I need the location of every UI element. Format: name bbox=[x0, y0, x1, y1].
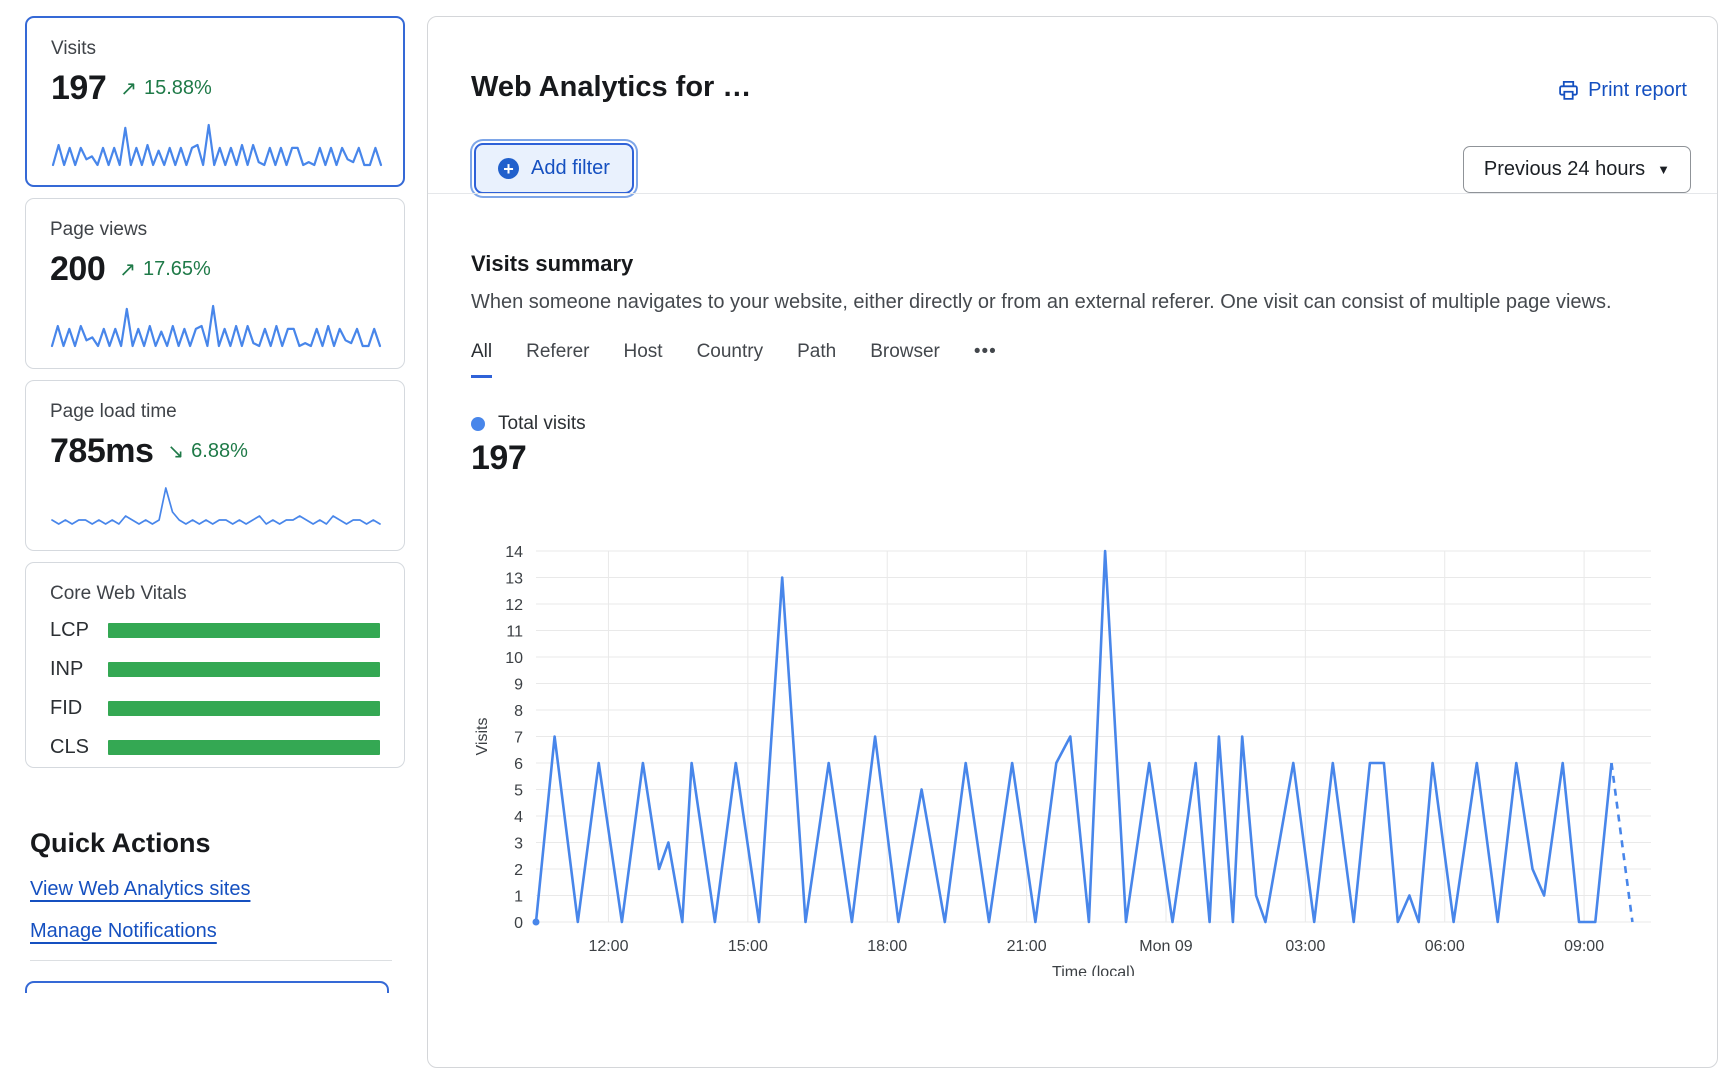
chevron-down-icon: ▼ bbox=[1657, 162, 1670, 177]
cwv-label: FID bbox=[50, 697, 83, 719]
svg-text:15:00: 15:00 bbox=[728, 938, 768, 955]
add-filter-button[interactable]: + Add filter bbox=[474, 143, 634, 194]
trend-up-icon: ↗ bbox=[120, 78, 137, 100]
page-load-sparkline bbox=[51, 487, 381, 525]
tab-country[interactable]: Country bbox=[696, 341, 764, 362]
cwv-good-bar bbox=[108, 662, 380, 677]
time-range-label: Previous 24 hours bbox=[1483, 158, 1646, 180]
page-title: Web Analytics for … bbox=[471, 71, 752, 103]
svg-text:13: 13 bbox=[505, 571, 523, 588]
tabs-overflow-menu[interactable]: ••• bbox=[973, 341, 997, 362]
cwv-label: INP bbox=[50, 658, 84, 680]
svg-text:06:00: 06:00 bbox=[1425, 938, 1465, 955]
svg-text:10: 10 bbox=[505, 650, 523, 667]
svg-text:14: 14 bbox=[505, 544, 523, 561]
trend-down-icon: ↘ bbox=[167, 441, 185, 463]
metric-value: 200 bbox=[50, 250, 106, 288]
cwv-good-bar bbox=[108, 701, 380, 716]
svg-text:Visits: Visits bbox=[474, 718, 491, 756]
svg-text:18:00: 18:00 bbox=[867, 938, 907, 955]
metric-delta-value: 15.88% bbox=[144, 77, 212, 99]
svg-text:09:00: 09:00 bbox=[1564, 938, 1604, 955]
cwv-good-bar bbox=[108, 740, 380, 755]
cwv-row-fid: FID bbox=[50, 697, 380, 720]
svg-text:03:00: 03:00 bbox=[1285, 938, 1325, 955]
quick-actions-title: Quick Actions bbox=[30, 828, 211, 858]
svg-text:8: 8 bbox=[514, 703, 523, 720]
cwv-row-cls: CLS bbox=[50, 736, 380, 759]
metric-label: Visits bbox=[51, 38, 97, 59]
visits-sparkline bbox=[51, 123, 383, 167]
next-card-top-edge bbox=[25, 981, 389, 993]
print-report-label: Print report bbox=[1588, 79, 1687, 101]
svg-text:11: 11 bbox=[506, 624, 523, 641]
svg-text:1: 1 bbox=[514, 889, 523, 906]
manage-notifications-link[interactable]: Manage Notifications bbox=[30, 920, 217, 942]
printer-icon bbox=[1559, 80, 1578, 100]
tab-all[interactable]: All bbox=[471, 341, 493, 378]
metric-delta-value: 6.88% bbox=[191, 440, 248, 462]
cwv-row-inp: INP bbox=[50, 658, 380, 681]
metric-delta: ↘ 6.88% bbox=[167, 439, 247, 464]
metric-card-visits[interactable]: Visits 197 ↗ 15.88% bbox=[25, 16, 405, 187]
quick-actions-section: Quick Actions View Web Analytics sites M… bbox=[30, 828, 405, 961]
add-filter-label: Add filter bbox=[531, 157, 610, 179]
total-visits-value: 197 bbox=[471, 439, 527, 477]
chart-legend: Total visits bbox=[471, 413, 586, 435]
time-range-dropdown[interactable]: Previous 24 hours ▼ bbox=[1462, 146, 1691, 193]
svg-text:12:00: 12:00 bbox=[588, 938, 628, 955]
svg-text:7: 7 bbox=[514, 730, 523, 747]
page-views-sparkline bbox=[50, 304, 382, 348]
tab-path[interactable]: Path bbox=[797, 341, 837, 362]
svg-text:3: 3 bbox=[514, 836, 523, 853]
visits-summary-description: When someone navigates to your website, … bbox=[471, 291, 1612, 313]
dimension-tabs: All Referer Host Country Path Browser ••… bbox=[471, 341, 997, 378]
print-report-button[interactable]: Print report bbox=[1558, 79, 1687, 102]
cwv-label: CLS bbox=[50, 736, 89, 758]
cwv-good-bar bbox=[108, 623, 380, 638]
metric-delta: ↗ 15.88% bbox=[120, 76, 212, 101]
metric-value: 197 bbox=[51, 69, 107, 107]
metric-card-page-load-time[interactable]: Page load time 785ms ↘ 6.88% bbox=[25, 380, 405, 551]
tab-host[interactable]: Host bbox=[623, 341, 663, 362]
metric-value: 785ms bbox=[50, 432, 154, 470]
cwv-label: LCP bbox=[50, 619, 89, 641]
svg-text:5: 5 bbox=[514, 783, 523, 800]
tab-referer[interactable]: Referer bbox=[526, 341, 590, 362]
legend-dot-icon bbox=[471, 417, 485, 431]
svg-text:4: 4 bbox=[514, 809, 523, 826]
svg-text:0: 0 bbox=[514, 915, 523, 932]
metric-card-page-views[interactable]: Page views 200 ↗ 17.65% bbox=[25, 198, 405, 369]
web-analytics-panel: Web Analytics for … Print report + Add f… bbox=[427, 16, 1718, 1068]
metric-delta-value: 17.65% bbox=[143, 258, 211, 280]
core-web-vitals-card[interactable]: Core Web Vitals LCP INP FID CLS bbox=[25, 562, 405, 768]
plus-icon: + bbox=[498, 158, 519, 179]
header-divider bbox=[428, 193, 1717, 194]
view-web-analytics-sites-link[interactable]: View Web Analytics sites bbox=[30, 878, 251, 900]
svg-text:2: 2 bbox=[514, 862, 523, 879]
svg-text:6: 6 bbox=[514, 756, 523, 773]
svg-text:9: 9 bbox=[514, 677, 523, 694]
metric-delta: ↗ 17.65% bbox=[119, 257, 211, 282]
legend-label: Total visits bbox=[498, 413, 586, 434]
svg-text:Time (local): Time (local) bbox=[1052, 964, 1135, 976]
core-web-vitals-title: Core Web Vitals bbox=[50, 583, 187, 604]
svg-text:Mon 09: Mon 09 bbox=[1139, 938, 1192, 955]
sidebar-divider bbox=[30, 960, 392, 961]
visits-summary-title: Visits summary bbox=[471, 251, 634, 276]
svg-text:21:00: 21:00 bbox=[1007, 938, 1047, 955]
metrics-sidebar: Visits 197 ↗ 15.88% Page views 200 ↗ 17.… bbox=[25, 16, 405, 961]
trend-up-icon: ↗ bbox=[119, 259, 136, 281]
svg-text:12: 12 bbox=[505, 597, 523, 614]
metric-label: Page views bbox=[50, 219, 148, 240]
cwv-row-lcp: LCP bbox=[50, 619, 380, 642]
tab-browser[interactable]: Browser bbox=[870, 341, 940, 362]
metric-label: Page load time bbox=[50, 401, 177, 422]
